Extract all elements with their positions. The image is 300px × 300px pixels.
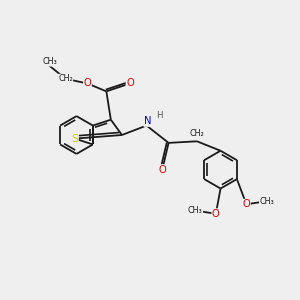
- Text: O: O: [158, 165, 166, 175]
- Text: S: S: [71, 134, 78, 144]
- Text: H: H: [156, 111, 162, 120]
- Text: CH₃: CH₃: [188, 206, 203, 215]
- Text: O: O: [242, 199, 250, 209]
- Text: CH₂: CH₂: [58, 74, 73, 83]
- Text: O: O: [126, 79, 134, 88]
- Text: O: O: [84, 79, 91, 88]
- Text: CH₂: CH₂: [190, 129, 204, 138]
- Text: CH₃: CH₃: [260, 197, 274, 206]
- Text: O: O: [212, 209, 220, 219]
- Text: N: N: [144, 116, 152, 126]
- Text: CH₃: CH₃: [42, 57, 57, 66]
